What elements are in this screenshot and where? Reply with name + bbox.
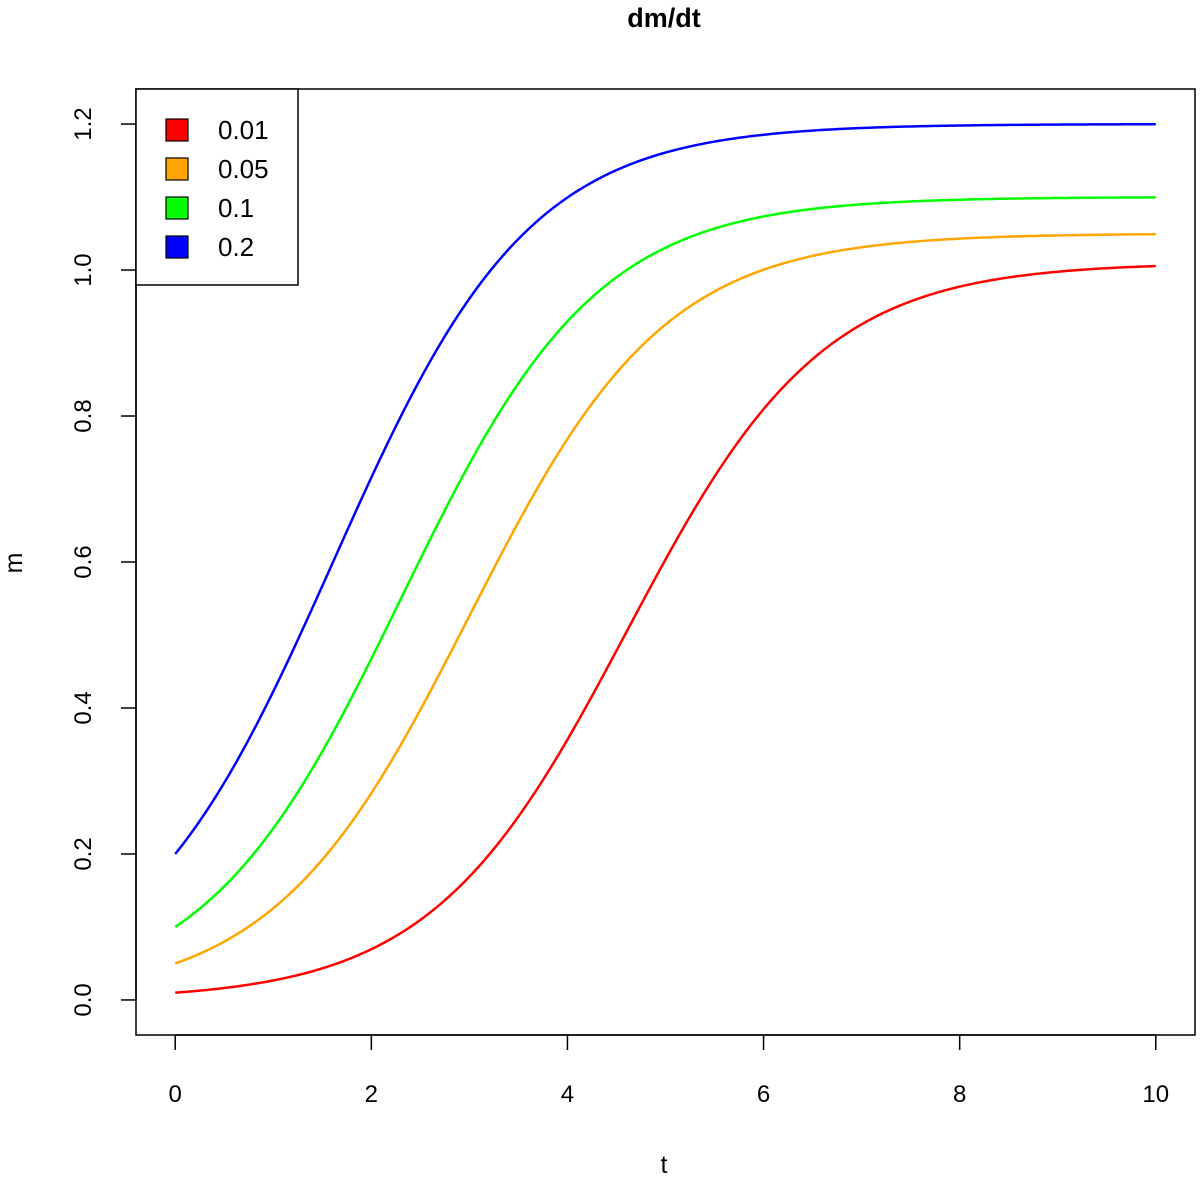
x-tick-label: 10 <box>1142 1081 1169 1108</box>
legend-swatch <box>165 118 189 142</box>
y-tick-label: 0.0 <box>70 983 97 1016</box>
series-layer <box>174 122 1156 994</box>
legend-label: 0.1 <box>218 193 254 223</box>
legend-swatch <box>165 157 189 181</box>
series-line-3 <box>174 196 1156 929</box>
legend-swatch <box>165 196 189 220</box>
y-axis: 0.0 0.2 0.4 0.6 0.8 1.0 1.2 <box>70 107 137 1017</box>
y-tick-label: 1.0 <box>70 253 97 286</box>
legend: 0.01 0.05 0.1 0.2 <box>135 88 299 286</box>
series-line-2 <box>174 232 1156 965</box>
x-tick-label: 4 <box>561 1081 574 1108</box>
x-tick-label: 6 <box>757 1081 770 1108</box>
y-tick-label: 0.2 <box>70 837 97 870</box>
chart-title: dm/dt <box>627 3 701 33</box>
y-tick-label: 0.4 <box>70 691 97 724</box>
y-tick-label: 0.6 <box>70 545 97 578</box>
x-tick-label: 0 <box>169 1081 182 1108</box>
series-line-1 <box>175 264 1156 994</box>
x-axis: 0 2 4 6 8 10 <box>169 1034 1169 1108</box>
legend-label: 0.05 <box>218 154 269 184</box>
x-tick-label: 2 <box>365 1081 378 1108</box>
legend-label: 0.01 <box>218 115 269 145</box>
y-tick-label: 1.2 <box>70 107 97 140</box>
legend-swatch <box>165 235 189 259</box>
legend-box <box>135 88 299 286</box>
y-axis-title: m <box>0 553 28 574</box>
x-axis-title: t <box>661 1151 668 1179</box>
x-tick-label: 8 <box>953 1081 966 1108</box>
legend-label: 0.2 <box>218 232 254 262</box>
series-line-4 <box>174 122 1156 855</box>
y-tick-label: 0.8 <box>70 399 97 432</box>
